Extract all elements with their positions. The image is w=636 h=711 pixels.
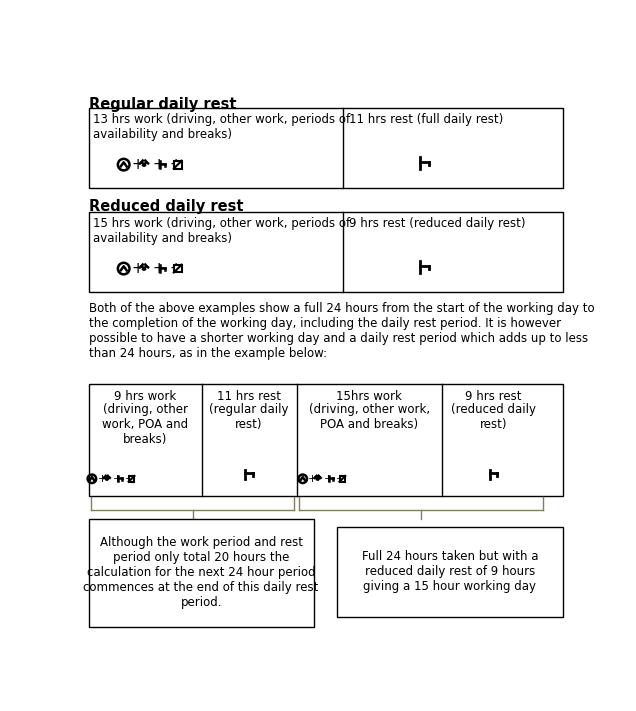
Text: +: + xyxy=(336,474,345,483)
Text: (driving, other work,
POA and breaks): (driving, other work, POA and breaks) xyxy=(309,402,430,431)
Text: +: + xyxy=(169,157,181,172)
Text: Reduced daily rest: Reduced daily rest xyxy=(89,199,244,214)
Text: 11 hrs rest (full daily rest): 11 hrs rest (full daily rest) xyxy=(349,113,503,126)
Bar xyxy=(89,384,563,496)
Text: 13 hrs work (driving, other work, periods of
availability and breaks): 13 hrs work (driving, other work, period… xyxy=(93,113,350,141)
Text: 15hrs work: 15hrs work xyxy=(336,390,403,403)
Text: 9 hrs rest (reduced daily rest): 9 hrs rest (reduced daily rest) xyxy=(349,217,525,230)
Text: +: + xyxy=(113,474,121,483)
Text: (reduced daily
rest): (reduced daily rest) xyxy=(451,402,536,431)
Text: 9 hrs rest: 9 hrs rest xyxy=(466,390,522,403)
Text: +: + xyxy=(152,157,164,172)
Bar xyxy=(174,264,182,272)
Text: Although the work period and rest
period only total 20 hours the
calculation for: Although the work period and rest period… xyxy=(83,536,319,609)
Text: +: + xyxy=(324,474,333,483)
Bar xyxy=(340,476,345,481)
Text: (driving, other
work, POA and
breaks): (driving, other work, POA and breaks) xyxy=(102,402,188,446)
Text: 15 hrs work (driving, other work, periods of
availability and breaks): 15 hrs work (driving, other work, period… xyxy=(93,217,350,245)
Bar xyxy=(337,527,563,617)
Text: 11 hrs rest: 11 hrs rest xyxy=(217,390,281,403)
Text: Full 24 hours taken but with a
reduced daily rest of 9 hours
giving a 15 hour wo: Full 24 hours taken but with a reduced d… xyxy=(362,550,538,594)
Text: (regular daily
rest): (regular daily rest) xyxy=(209,402,289,431)
Text: +: + xyxy=(125,474,134,483)
Text: Regular daily rest: Regular daily rest xyxy=(89,97,237,112)
Text: +: + xyxy=(308,474,317,483)
Bar xyxy=(89,108,563,188)
Text: +: + xyxy=(152,261,164,276)
Text: +: + xyxy=(97,474,106,483)
Text: 9 hrs work: 9 hrs work xyxy=(114,390,176,403)
Bar xyxy=(89,519,314,626)
Text: +: + xyxy=(131,261,143,276)
Bar xyxy=(128,476,134,481)
Text: Both of the above examples show a full 24 hours from the start of the working da: Both of the above examples show a full 2… xyxy=(89,302,595,360)
Text: +: + xyxy=(169,261,181,276)
Bar xyxy=(89,213,563,292)
Text: +: + xyxy=(131,157,143,172)
Bar xyxy=(174,161,182,169)
